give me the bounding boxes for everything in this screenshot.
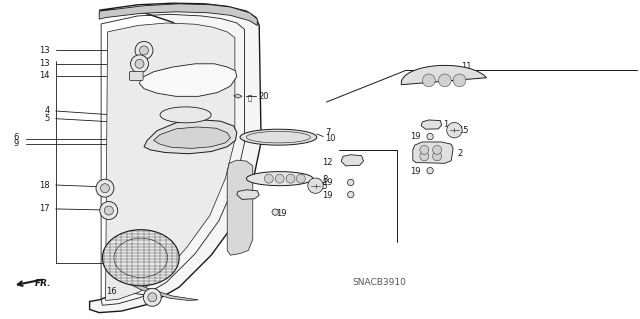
Text: 2: 2: [458, 149, 463, 158]
Polygon shape: [110, 272, 198, 300]
Text: 13: 13: [39, 46, 50, 55]
Text: 4: 4: [45, 106, 50, 115]
Text: 19: 19: [323, 191, 333, 200]
Text: 18: 18: [39, 181, 50, 190]
Text: 11: 11: [461, 63, 471, 71]
Polygon shape: [240, 129, 317, 145]
Text: 20: 20: [258, 92, 268, 101]
Polygon shape: [144, 120, 237, 154]
Circle shape: [140, 46, 148, 55]
Text: 10: 10: [325, 134, 335, 143]
Circle shape: [96, 179, 114, 197]
Text: 1: 1: [444, 120, 449, 129]
Polygon shape: [413, 142, 453, 163]
Polygon shape: [160, 107, 211, 123]
Circle shape: [275, 174, 284, 183]
Polygon shape: [341, 155, 364, 166]
Text: 19: 19: [410, 132, 420, 141]
Circle shape: [264, 174, 273, 183]
Circle shape: [135, 59, 144, 68]
Ellipse shape: [348, 179, 354, 186]
Text: 3: 3: [225, 190, 230, 199]
Circle shape: [447, 122, 462, 138]
Text: SNACB3910: SNACB3910: [352, 278, 406, 287]
Polygon shape: [154, 127, 230, 148]
Polygon shape: [102, 230, 179, 286]
Circle shape: [420, 145, 429, 154]
Polygon shape: [246, 172, 313, 186]
Circle shape: [148, 293, 157, 302]
Circle shape: [438, 74, 451, 87]
Ellipse shape: [348, 191, 354, 198]
Text: 19: 19: [410, 167, 420, 176]
Circle shape: [143, 288, 161, 306]
Circle shape: [131, 55, 148, 73]
Text: 19: 19: [323, 178, 333, 187]
Text: ⬧: ⬧: [248, 94, 252, 100]
Text: 5: 5: [45, 114, 50, 122]
Text: 9: 9: [14, 139, 19, 148]
Text: 15: 15: [317, 182, 327, 191]
Circle shape: [135, 41, 153, 59]
Text: 16: 16: [106, 287, 117, 296]
Circle shape: [296, 174, 305, 183]
Circle shape: [100, 184, 109, 193]
Text: 17: 17: [39, 204, 50, 213]
Polygon shape: [237, 190, 259, 199]
FancyBboxPatch shape: [129, 71, 143, 80]
Circle shape: [420, 152, 429, 161]
Circle shape: [286, 174, 295, 183]
Polygon shape: [106, 23, 235, 300]
Polygon shape: [401, 65, 486, 85]
Circle shape: [433, 145, 442, 154]
Text: 14: 14: [40, 71, 50, 80]
Circle shape: [104, 206, 113, 215]
Text: 6: 6: [14, 133, 19, 142]
Text: 8: 8: [322, 175, 327, 184]
Text: 7: 7: [325, 128, 330, 137]
Ellipse shape: [427, 133, 433, 140]
Text: 13: 13: [39, 59, 50, 68]
Circle shape: [422, 74, 435, 87]
Circle shape: [100, 202, 118, 219]
Polygon shape: [227, 160, 253, 255]
Polygon shape: [234, 94, 242, 98]
Polygon shape: [421, 120, 442, 129]
Circle shape: [453, 74, 466, 87]
Circle shape: [308, 178, 323, 193]
Text: 19: 19: [276, 209, 287, 218]
Ellipse shape: [272, 209, 278, 215]
Text: FR.: FR.: [35, 279, 52, 288]
Circle shape: [433, 152, 442, 161]
Text: 15: 15: [458, 126, 468, 135]
Text: 12: 12: [323, 158, 333, 167]
Polygon shape: [140, 64, 237, 96]
Polygon shape: [99, 4, 257, 26]
Polygon shape: [90, 3, 261, 313]
Ellipse shape: [427, 167, 433, 174]
